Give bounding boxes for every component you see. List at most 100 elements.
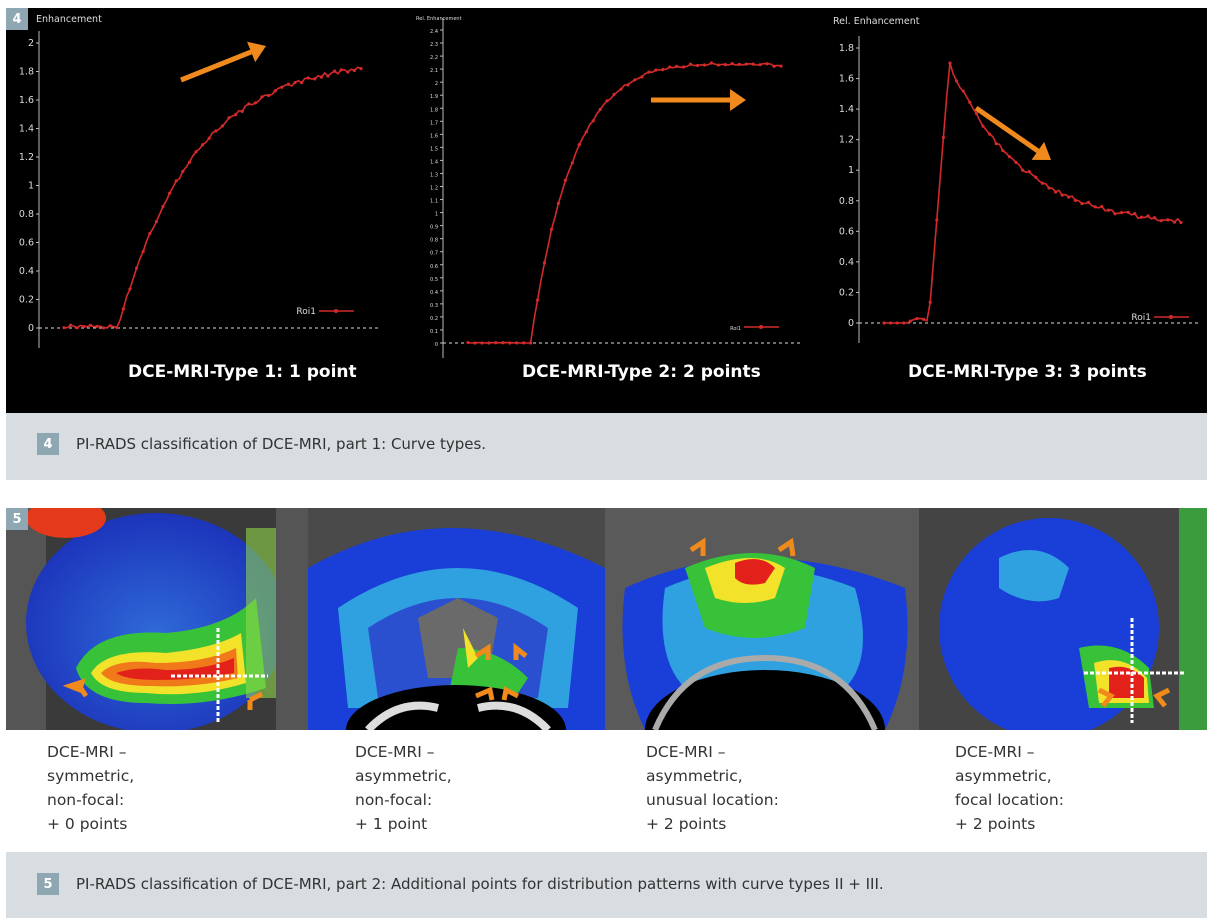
mri-panel-symmetric-nonfocal (6, 508, 308, 730)
y-tick-label: 2.3 (430, 42, 438, 48)
curve-point (473, 341, 476, 344)
curve-point (578, 143, 581, 146)
curve-point (738, 63, 741, 66)
y-tick-label: 0.4 (839, 257, 854, 268)
y-tick-label: 2 (435, 81, 438, 87)
y-tick-label: 0.3 (430, 303, 438, 309)
curve-point (915, 317, 918, 320)
panel-label-2: DCE-MRI – asymmetric, non-focal: + 1 poi… (355, 740, 452, 836)
curve-point (1087, 201, 1090, 204)
y-axis-label: Rel. Enhancement (416, 16, 462, 22)
curve-point (752, 62, 755, 65)
caption-number-badge: 5 (37, 873, 59, 895)
y-tick-label: 0.8 (839, 196, 854, 207)
curve-point (181, 170, 184, 173)
curve-point (1113, 212, 1116, 215)
curve-point (353, 69, 356, 72)
y-tick-label: 1.6 (430, 133, 438, 139)
curve-point (1173, 221, 1176, 224)
curve-point (647, 70, 650, 73)
y-tick-label: 0.6 (19, 238, 34, 249)
curve-point (1166, 218, 1169, 221)
chart-type-1: 0 0.2 0.4 0.6 0.8 1 1.2 1.4 1.6 1.8 2 Enhancement Ro… (6, 8, 386, 358)
trend-arrow-head (730, 89, 746, 111)
curve-point (745, 62, 748, 65)
chart-caption-type-2: DCE-MRI-Type 2: 2 points (522, 362, 761, 382)
label-line: DCE-MRI – (47, 740, 134, 764)
legend-marker (1169, 315, 1173, 319)
mri-panel-asymmetric-focal (919, 508, 1207, 730)
curve-point (247, 102, 250, 105)
y-tick-label: 1.2 (430, 186, 438, 192)
curve-point (902, 321, 905, 324)
curve-point (280, 86, 283, 89)
mri-image-4 (919, 508, 1207, 730)
figure-5-caption-bar: 5 PI-RADS classification of DCE-MRI, par… (6, 852, 1207, 918)
curve-point (710, 61, 713, 64)
curve-point (135, 267, 138, 270)
label-line: + 2 points (955, 812, 1064, 836)
y-tick-label: 1.2 (19, 152, 34, 163)
y-tick-label: 0.2 (430, 316, 438, 322)
figure-4-caption: PI-RADS classification of DCE-MRI, part … (76, 435, 486, 453)
curve-point (550, 228, 553, 231)
y-tick-label: 1.5 (430, 146, 438, 152)
y-tick-label: 2.4 (430, 29, 438, 35)
curve-point (779, 64, 782, 67)
curve-point (69, 324, 72, 327)
curve-point (731, 62, 734, 65)
curve-point (480, 341, 483, 344)
curve-point (175, 179, 178, 182)
curve-point (1074, 199, 1077, 202)
legend-marker (334, 309, 338, 313)
curve-point (487, 341, 490, 344)
curve-point (274, 89, 277, 92)
curve-point (696, 64, 699, 67)
curve-point (340, 68, 343, 71)
y-axis-label: Rel. Enhancement (833, 16, 920, 27)
enhancement-curve (884, 63, 1181, 323)
curve-point (962, 89, 965, 92)
curve-point (1107, 209, 1110, 212)
curve-point (76, 326, 79, 329)
curve-point (293, 81, 296, 84)
chart-type-2-svg: 00.10.20.30.40.50.60.70.80.911.11.21.31.… (406, 8, 806, 358)
curve-point (1047, 186, 1050, 189)
y-tick-label: 1.6 (839, 74, 854, 85)
y-tick-label: 1.6 (19, 95, 34, 106)
curve-point (194, 150, 197, 153)
curve-point (981, 125, 984, 128)
legend-label: Roi1 (296, 307, 316, 317)
chart-type-3: 0 0.2 0.4 0.6 0.8 1 1.2 1.4 1.6 1.8 Rel. Enhanceme… (821, 8, 1207, 358)
curve-point (1001, 149, 1004, 152)
curve-point (1133, 212, 1136, 215)
curve-point (300, 81, 303, 84)
label-line: + 2 points (646, 812, 779, 836)
curve-point (168, 192, 171, 195)
y-tick-label: 0 (848, 318, 854, 329)
curve-point (1054, 190, 1057, 193)
curve-point (1061, 194, 1064, 197)
curve-point (102, 326, 105, 329)
curve-point (571, 161, 574, 164)
curve-point (359, 67, 362, 70)
curve-point (307, 76, 310, 79)
mri-panel-asymmetric-unusual (605, 508, 919, 730)
curve-point (765, 62, 768, 65)
curve-point (326, 74, 329, 77)
curve-point (675, 65, 678, 68)
curve-point (909, 320, 912, 323)
curve-point (234, 113, 237, 116)
label-line: DCE-MRI – (955, 740, 1064, 764)
y-tick-label: 1.8 (19, 67, 34, 78)
y-tick-label: 1.4 (19, 124, 34, 135)
label-line: DCE-MRI – (646, 740, 779, 764)
curve-point (889, 321, 892, 324)
y-tick-label: 0.4 (430, 290, 438, 296)
curve-point (214, 129, 217, 132)
curve-point (626, 83, 629, 86)
y-tick-label: 0.2 (839, 287, 854, 298)
legend-label: Roi1 (730, 326, 741, 332)
curve-point (606, 99, 609, 102)
curve-point (1041, 182, 1044, 185)
